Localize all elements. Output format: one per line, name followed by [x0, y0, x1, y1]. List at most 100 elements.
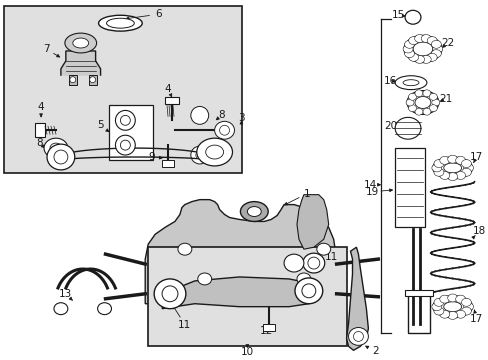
Bar: [162, 160, 174, 167]
Text: 10: 10: [240, 347, 253, 357]
Ellipse shape: [430, 50, 440, 58]
Polygon shape: [61, 51, 101, 76]
Ellipse shape: [284, 254, 303, 272]
Text: 7: 7: [42, 44, 49, 54]
Text: 11: 11: [325, 252, 338, 262]
Polygon shape: [296, 195, 328, 249]
Ellipse shape: [240, 202, 267, 221]
Ellipse shape: [414, 55, 424, 63]
Text: 4: 4: [164, 84, 171, 94]
Ellipse shape: [402, 45, 412, 53]
Ellipse shape: [427, 37, 436, 45]
Bar: [108, 105, 153, 160]
Text: 19: 19: [365, 187, 378, 197]
Text: 17: 17: [469, 152, 482, 162]
Text: 4: 4: [38, 103, 44, 112]
Ellipse shape: [461, 159, 470, 167]
Ellipse shape: [428, 93, 436, 100]
Ellipse shape: [394, 117, 420, 139]
Ellipse shape: [48, 154, 64, 166]
Text: 8: 8: [36, 138, 42, 148]
Ellipse shape: [422, 108, 430, 115]
Text: 22: 22: [440, 38, 453, 48]
Text: 8: 8: [218, 111, 224, 120]
Ellipse shape: [414, 108, 422, 115]
Ellipse shape: [307, 257, 319, 269]
Text: 3: 3: [238, 113, 244, 123]
Ellipse shape: [432, 157, 471, 179]
Bar: [88, 75, 97, 85]
Bar: [35, 123, 45, 137]
Ellipse shape: [197, 273, 211, 285]
Ellipse shape: [412, 42, 432, 56]
Text: 15: 15: [391, 10, 404, 20]
Ellipse shape: [190, 146, 208, 164]
Ellipse shape: [120, 116, 130, 125]
Ellipse shape: [403, 35, 441, 63]
Text: 5: 5: [97, 120, 103, 130]
Ellipse shape: [47, 144, 75, 170]
Ellipse shape: [463, 164, 472, 172]
Ellipse shape: [433, 298, 443, 306]
Ellipse shape: [432, 296, 471, 318]
Ellipse shape: [447, 173, 457, 181]
Ellipse shape: [414, 90, 422, 97]
Ellipse shape: [404, 10, 420, 24]
Ellipse shape: [89, 77, 96, 83]
Ellipse shape: [455, 295, 465, 303]
Ellipse shape: [99, 15, 142, 31]
Bar: [394, 148, 424, 228]
Ellipse shape: [394, 76, 426, 90]
Ellipse shape: [433, 168, 443, 176]
Ellipse shape: [404, 50, 414, 58]
Ellipse shape: [431, 99, 439, 106]
Polygon shape: [145, 200, 336, 304]
Ellipse shape: [106, 18, 134, 28]
Ellipse shape: [439, 310, 449, 318]
Ellipse shape: [294, 278, 322, 304]
Ellipse shape: [98, 303, 111, 315]
Ellipse shape: [455, 171, 465, 179]
Ellipse shape: [439, 171, 449, 179]
Ellipse shape: [54, 150, 68, 164]
Ellipse shape: [402, 80, 418, 86]
Ellipse shape: [433, 159, 443, 167]
Text: 21: 21: [438, 94, 451, 104]
Ellipse shape: [301, 284, 315, 298]
Text: 1: 1: [303, 189, 309, 199]
Ellipse shape: [296, 273, 310, 285]
Ellipse shape: [54, 303, 68, 315]
Ellipse shape: [432, 45, 442, 53]
Ellipse shape: [421, 35, 430, 42]
Ellipse shape: [115, 135, 135, 155]
Ellipse shape: [70, 77, 76, 83]
Polygon shape: [346, 247, 367, 350]
Text: 12: 12: [259, 327, 272, 337]
Ellipse shape: [428, 105, 436, 112]
Bar: [263, 324, 275, 332]
Text: 20: 20: [384, 121, 397, 131]
Ellipse shape: [461, 307, 470, 315]
Ellipse shape: [178, 243, 191, 255]
Bar: [407, 294, 429, 333]
Text: 14: 14: [363, 180, 376, 190]
Polygon shape: [162, 277, 316, 309]
Ellipse shape: [439, 156, 449, 164]
Text: 6: 6: [155, 9, 161, 19]
Ellipse shape: [431, 303, 441, 311]
Ellipse shape: [407, 93, 416, 100]
Ellipse shape: [190, 107, 208, 124]
Ellipse shape: [195, 151, 203, 159]
Ellipse shape: [162, 286, 178, 302]
Ellipse shape: [461, 298, 470, 306]
Ellipse shape: [219, 125, 229, 135]
Text: 16: 16: [383, 76, 396, 86]
Ellipse shape: [302, 253, 324, 273]
Ellipse shape: [406, 91, 438, 114]
Ellipse shape: [430, 40, 440, 48]
Bar: [4, 6, 242, 173]
Ellipse shape: [433, 307, 443, 315]
Ellipse shape: [120, 140, 130, 150]
Ellipse shape: [443, 302, 461, 312]
Ellipse shape: [421, 55, 430, 63]
